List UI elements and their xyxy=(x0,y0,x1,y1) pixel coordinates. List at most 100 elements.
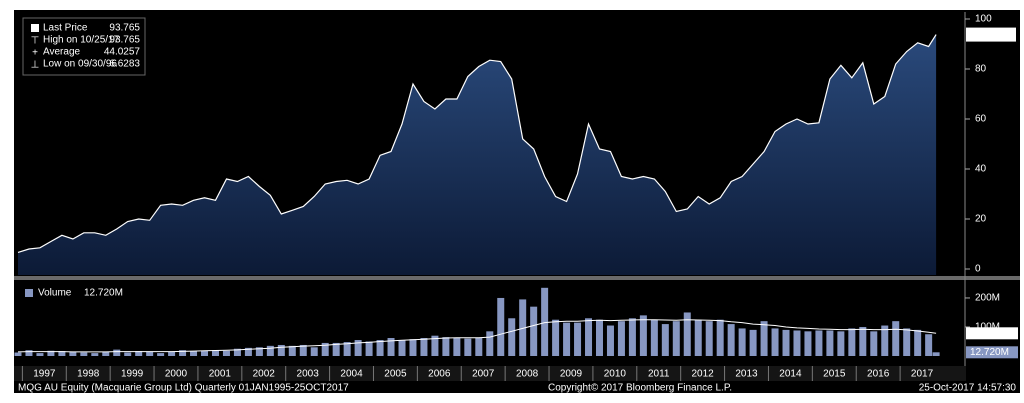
volume-bar xyxy=(925,334,933,356)
volume-bar xyxy=(398,340,406,356)
x-tick-label: 2000 xyxy=(165,369,188,380)
volume-bar xyxy=(354,340,362,356)
volume-legend-value: 12.720M xyxy=(84,288,123,299)
x-tick-label: 2012 xyxy=(692,369,715,380)
volume-bar xyxy=(848,328,856,356)
volume-bar xyxy=(541,287,549,356)
volume-bar xyxy=(892,321,900,356)
volume-bar xyxy=(837,331,845,356)
volume-bar xyxy=(595,319,603,356)
price-line xyxy=(17,34,937,253)
footer-center: Copyright© 2017 Bloomberg Finance L.P. xyxy=(548,383,732,394)
volume-bar xyxy=(222,350,230,356)
x-tick-label: 2002 xyxy=(253,369,276,380)
x-tick-label: 2015 xyxy=(823,369,846,380)
volume-bar xyxy=(815,330,823,356)
volume-bar xyxy=(486,331,494,356)
footer-left: MQG AU Equity (Macquarie Group Ltd) Quar… xyxy=(18,383,349,394)
legend-label: Low on 09/30/96 xyxy=(43,59,117,70)
y-tick-label: 20 xyxy=(975,214,987,225)
x-tick-label: 2006 xyxy=(428,369,451,380)
panel-separator xyxy=(14,276,1020,280)
volume-bar xyxy=(727,324,735,356)
legend-value: 6.6283 xyxy=(109,59,140,70)
x-tick-label: 2017 xyxy=(911,369,934,380)
volume-bar xyxy=(881,325,889,356)
volume-bar xyxy=(617,321,625,356)
legend-icon: + xyxy=(32,48,38,59)
legend-icon: ⊤ xyxy=(31,36,40,47)
volume-bar xyxy=(157,353,165,356)
x-tick-label: 2007 xyxy=(472,369,495,380)
volume-bar xyxy=(376,340,384,356)
footer-right: 25-Oct-2017 14:57:30 xyxy=(919,383,1017,394)
volume-bar xyxy=(519,299,527,356)
volume-bar xyxy=(639,315,647,356)
volume-bar xyxy=(914,329,922,356)
volume-bar xyxy=(661,324,669,356)
x-tick-label: 2016 xyxy=(867,369,890,380)
x-axis-strip xyxy=(14,366,966,381)
volume-bar xyxy=(442,337,450,356)
volume-bar xyxy=(793,330,801,356)
volume-bar xyxy=(332,342,340,356)
volume-bar xyxy=(387,338,395,356)
volume-bar xyxy=(782,329,790,356)
volume-bar xyxy=(69,351,77,356)
volume-bar xyxy=(288,345,296,356)
x-tick-label: 2014 xyxy=(779,369,802,380)
volume-bar xyxy=(563,322,571,356)
volume-bar xyxy=(277,344,285,356)
y-tick-label: 0 xyxy=(975,264,981,275)
last-value-tag xyxy=(966,327,1018,340)
volume-bar xyxy=(705,321,713,356)
legend-label: Average xyxy=(43,47,81,58)
volume-bar xyxy=(574,322,582,356)
volume-bar xyxy=(508,318,516,356)
x-tick-label: 2010 xyxy=(604,369,627,380)
volume-bar xyxy=(310,347,318,356)
volume-bar xyxy=(14,352,22,356)
volume-bar xyxy=(585,318,593,356)
volume-bar xyxy=(321,342,329,356)
volume-bar xyxy=(903,328,911,356)
volume-bar xyxy=(870,331,878,356)
volume-bar xyxy=(201,350,209,356)
x-tick-label: 1997 xyxy=(33,369,56,380)
y-tick-label: 200M xyxy=(975,293,1000,304)
legend-label: High on 10/25/17 xyxy=(43,35,120,46)
volume-bar xyxy=(211,350,219,356)
volume-bar xyxy=(365,341,373,356)
volume-bar xyxy=(255,347,263,356)
last-value-label: 78.211M xyxy=(970,328,1008,339)
volume-bar xyxy=(124,352,132,356)
volume-bar xyxy=(179,350,187,356)
y-tick-label: 80 xyxy=(975,64,987,75)
volume-bar xyxy=(859,326,867,356)
volume-bar xyxy=(716,319,724,356)
volume-bar xyxy=(497,297,505,356)
x-tick-label: 2003 xyxy=(297,369,320,380)
volume-bar xyxy=(420,338,428,356)
volume-bar xyxy=(932,352,940,356)
volume-bar xyxy=(80,352,88,356)
x-tick-label: 1999 xyxy=(121,369,144,380)
volume-bar xyxy=(190,351,198,356)
volume-bar xyxy=(58,351,66,356)
volume-bar xyxy=(826,330,834,356)
volume-bar xyxy=(299,344,307,356)
y-tick-label: 100M xyxy=(975,322,1000,333)
volume-bar xyxy=(168,351,176,356)
volume-bar xyxy=(36,353,44,356)
volume-bar xyxy=(628,318,636,356)
last-value-label: 93.765 xyxy=(970,29,1001,40)
volume-bar xyxy=(530,306,538,356)
x-tick-label: 2011 xyxy=(648,369,670,380)
legend-box xyxy=(22,17,146,76)
x-tick-label: 2013 xyxy=(735,369,758,380)
x-tick-label: 2004 xyxy=(340,369,363,380)
volume-bar xyxy=(683,312,691,356)
x-tick-label: 1998 xyxy=(77,369,100,380)
